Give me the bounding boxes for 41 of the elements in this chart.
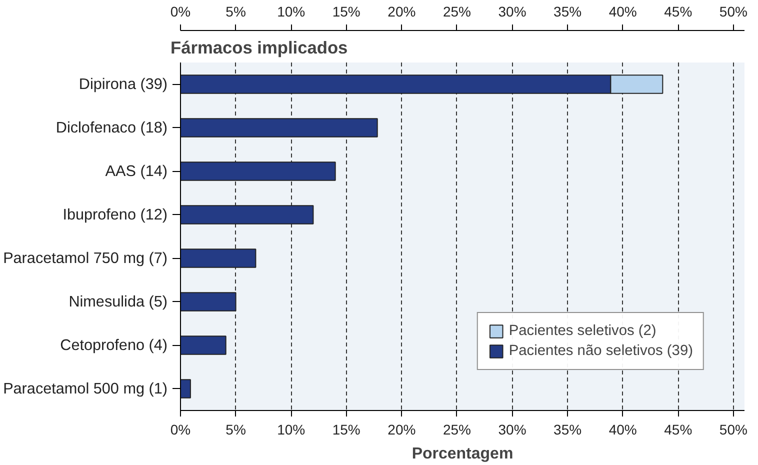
x2-tick-label: 50% xyxy=(719,4,748,20)
x2-tick-label: 30% xyxy=(498,4,526,20)
bar xyxy=(180,292,236,312)
x-tick-label: 5% xyxy=(226,422,246,438)
legend-label: Pacientes não seletivos (39) xyxy=(508,343,693,359)
x-axis-title: Porcentagem xyxy=(412,446,514,462)
x2-tick-label: 10% xyxy=(277,4,306,20)
x2-tick-label: 40% xyxy=(608,4,637,20)
x-tick-label: 25% xyxy=(442,422,471,438)
bar xyxy=(180,379,191,398)
y-tick-label: Paracetamol 500 mg (1) xyxy=(3,380,168,398)
bar xyxy=(180,336,226,355)
x-tick-label: 0% xyxy=(170,422,191,438)
x2-tick-label: 45% xyxy=(664,4,692,20)
x-tick-label: 10% xyxy=(277,422,306,438)
x2-tick-label: 0% xyxy=(170,4,191,20)
x-tick-label: 15% xyxy=(332,422,360,438)
x-tick-label: 40% xyxy=(608,422,637,438)
y-tick-label: Paracetamol 750 mg (7) xyxy=(3,250,168,267)
x-tick-label: 35% xyxy=(554,422,582,438)
y-tick-label: AAS (14) xyxy=(105,162,168,180)
x-tick-label: 45% xyxy=(664,422,692,438)
bar xyxy=(180,118,378,138)
x2-tick-label: 5% xyxy=(226,4,246,20)
x2-tick-label: 15% xyxy=(332,4,360,20)
bar xyxy=(180,205,314,224)
y-tick-label: Ibuprofeno (12) xyxy=(62,206,168,224)
x2-tick-label: 20% xyxy=(388,4,416,20)
chart-title: Fármacos implicados xyxy=(170,38,348,58)
x2-tick-label: 25% xyxy=(442,4,471,20)
y-tick-label: Cetoprofeno (4) xyxy=(60,336,168,354)
x2-tick-label: 35% xyxy=(554,4,582,20)
y-tick-label: Nimesulida (5) xyxy=(68,293,168,310)
legend-label: Pacientes seletivos (2) xyxy=(508,323,656,339)
y-tick-label: Dipirona (39) xyxy=(78,76,168,93)
x-tick-label: 20% xyxy=(388,422,416,438)
y-tick-label: Diclofenaco (18) xyxy=(56,119,168,136)
bar xyxy=(180,248,256,268)
x-tick-label: 50% xyxy=(719,422,748,438)
x-tick-label: 30% xyxy=(498,422,526,438)
bar xyxy=(180,162,336,181)
